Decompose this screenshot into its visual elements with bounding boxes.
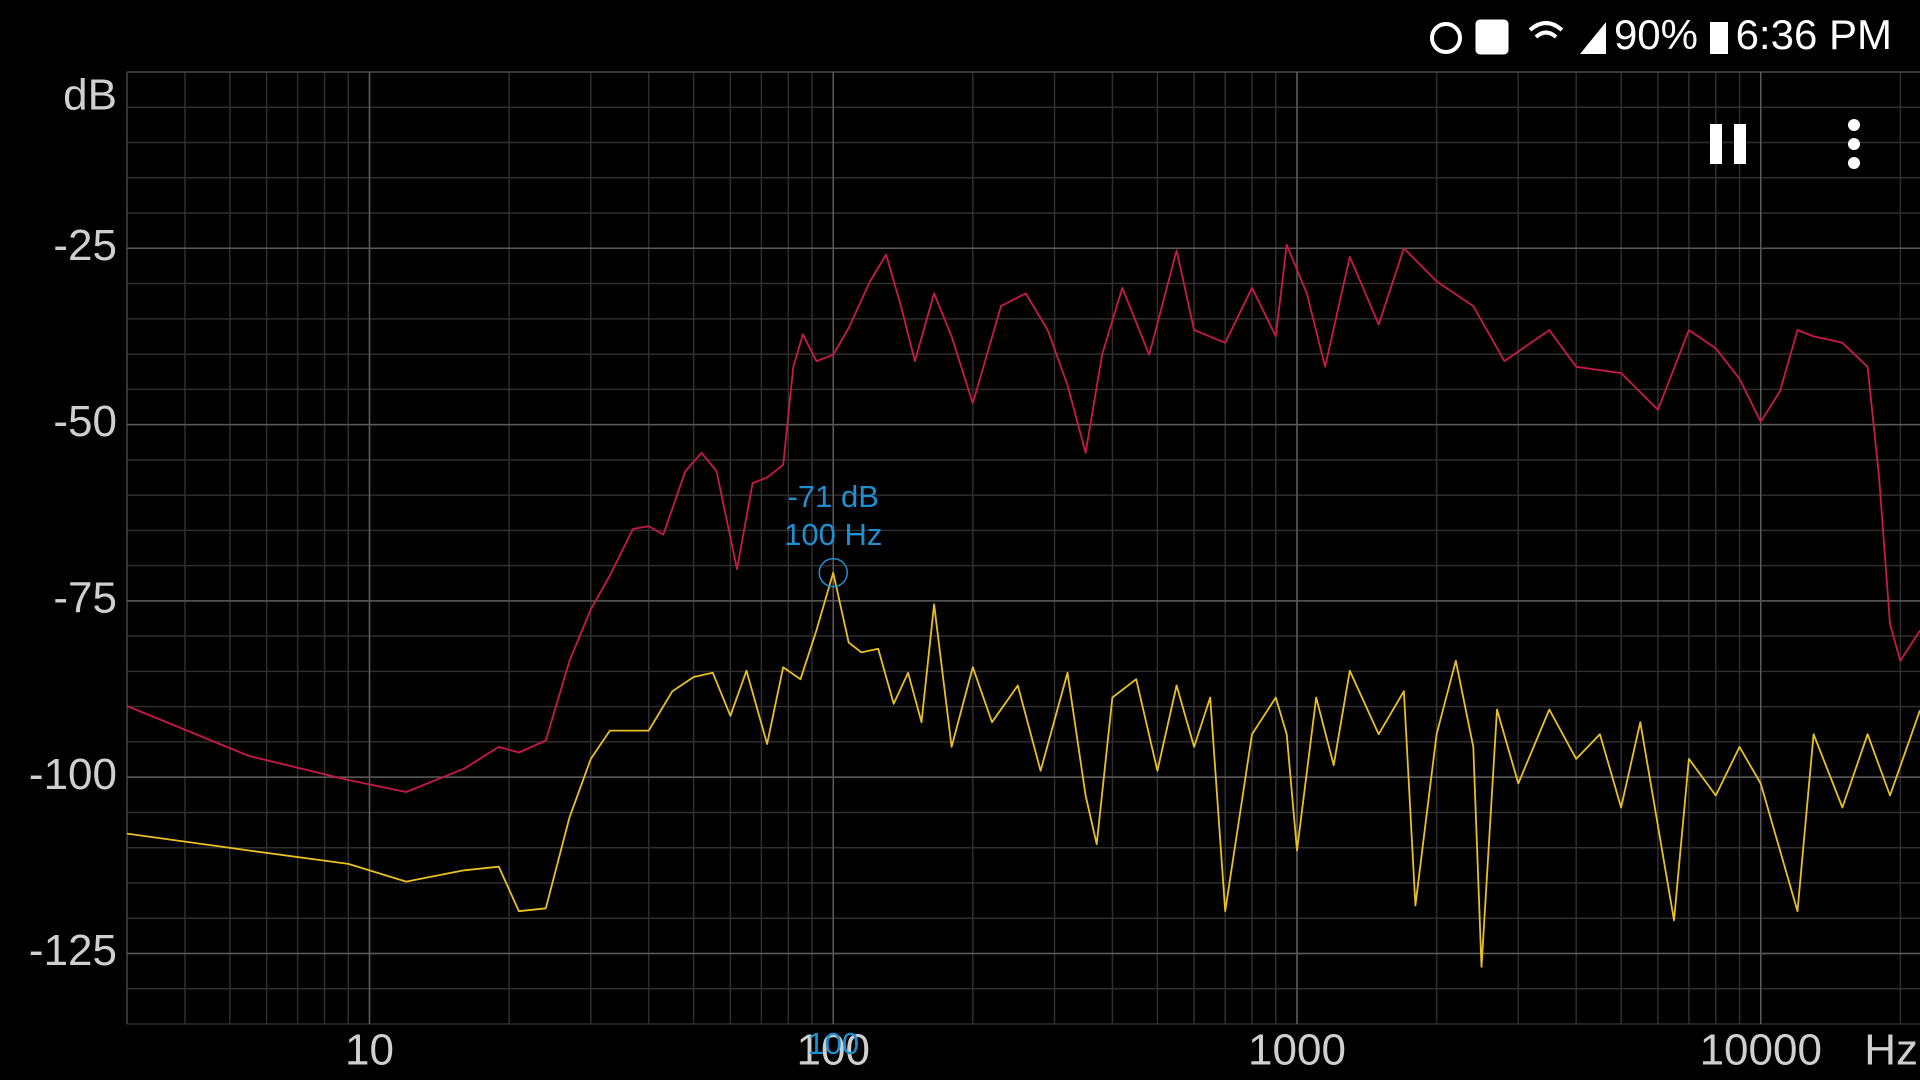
battery-icon — [1710, 22, 1728, 54]
spectrum-line — [126, 571, 1920, 968]
x-axis-label: Hz — [1864, 1026, 1918, 1075]
y-tick-label: -100 — [29, 750, 117, 799]
menu-dot — [1848, 138, 1860, 150]
alarm-icon — [1430, 22, 1462, 54]
cursor-axis-label: 100 — [807, 1026, 859, 1061]
cursor-frequency-label: 100 Hz — [784, 517, 882, 552]
volte-icon — [1475, 19, 1509, 55]
battery-level: 90% — [1614, 11, 1698, 58]
wifi-icon — [1528, 21, 1564, 39]
pause-button[interactable] — [1710, 124, 1746, 164]
spectrum-line — [126, 243, 1920, 793]
y-tick-label: -75 — [53, 574, 117, 623]
status-icons — [1430, 19, 1728, 55]
y-tick-label: -125 — [29, 926, 117, 975]
x-tick-label: 1000 — [1248, 1026, 1346, 1075]
y-tick-label: -25 — [53, 221, 117, 270]
menu-button[interactable] — [1848, 119, 1860, 169]
cursor-marker — [818, 557, 848, 588]
pause-bar — [1710, 124, 1722, 164]
menu-dot — [1848, 119, 1860, 131]
clock: 6:36 PM — [1736, 11, 1892, 58]
x-tick-label: 10 — [345, 1026, 394, 1075]
y-axis-label: dB — [63, 71, 117, 120]
x-tick-label: 100 — [797, 1026, 870, 1075]
plot: -25 -50 -75 -100 -125 10 100 1000 10000 dB Hz -71 d… — [29, 71, 1920, 1075]
pause-bar — [1734, 124, 1746, 164]
x-tick-label: 10000 — [1700, 1026, 1822, 1075]
menu-dot — [1848, 157, 1860, 169]
y-tick-label: -50 — [53, 397, 117, 446]
signal-icon — [1580, 22, 1606, 54]
cursor-value-label: -71 dB — [788, 479, 879, 514]
